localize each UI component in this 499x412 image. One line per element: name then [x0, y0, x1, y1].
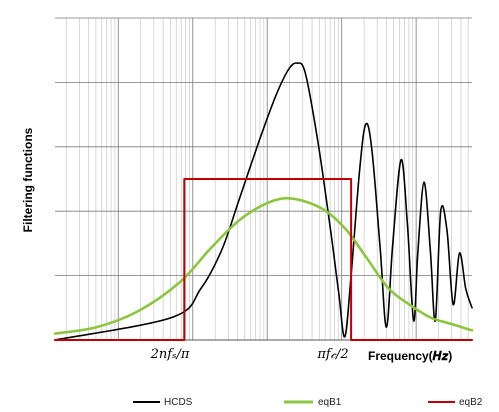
y-axis-label: Filtering functions — [21, 127, 35, 232]
series-layer — [53, 62, 474, 341]
legend-label-eqb1: eqB1 — [318, 397, 342, 408]
x-tick-label-2: πf𝒸/2 — [316, 347, 348, 362]
series-line-eqb1 — [53, 196, 474, 335]
legend: HCDS eqB1 eqB2 — [133, 397, 483, 408]
legend-label-hcds: HCDS — [164, 397, 193, 408]
x-axis-label: Frequency(𝑯𝒛) — [368, 349, 452, 363]
series-line-hcds — [54, 62, 473, 341]
x-tick-label-1: 2nfₛ/π — [150, 347, 190, 362]
series-line-eqb2 — [54, 178, 473, 341]
legend-label-eqb2: eqB2 — [459, 397, 483, 408]
